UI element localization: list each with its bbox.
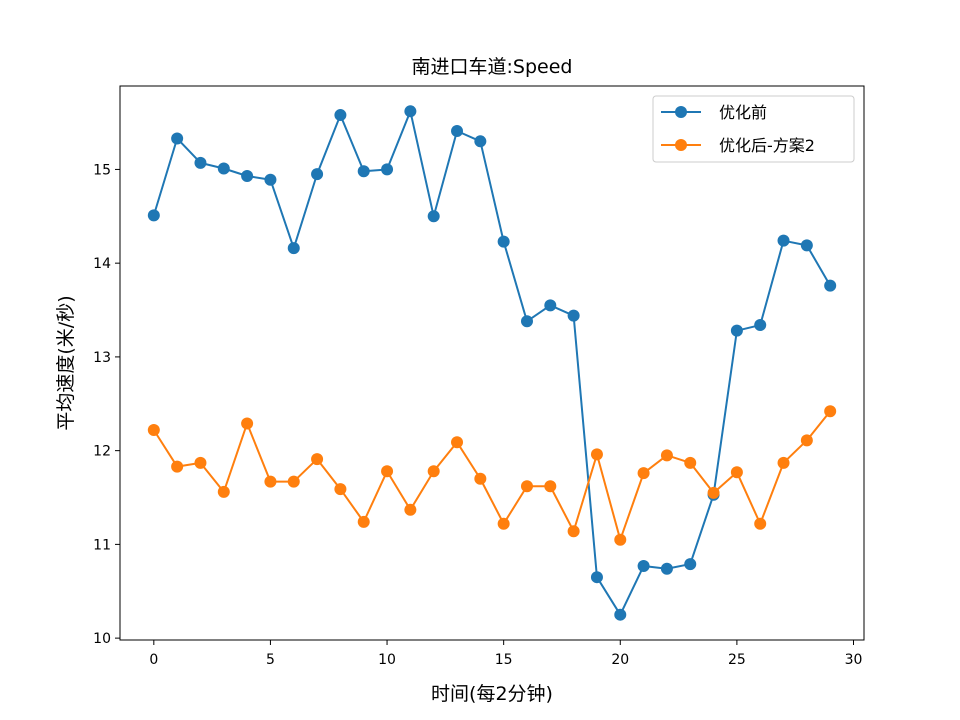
- series-2-point: [707, 486, 720, 499]
- series-2-point: [311, 453, 324, 466]
- series-1-point: [404, 105, 417, 118]
- series-2-point: [334, 483, 347, 496]
- series-1-point: [590, 571, 603, 584]
- series-2-point: [264, 475, 277, 488]
- series-1-point: [264, 173, 277, 186]
- series-2-point: [194, 456, 207, 469]
- legend-label-2: 优化后-方案2: [719, 136, 815, 155]
- series-2-point: [427, 465, 440, 478]
- series-1-point: [637, 559, 650, 572]
- series-2-point: [637, 467, 650, 480]
- series-2-point: [497, 517, 510, 530]
- series-2-point: [451, 436, 464, 449]
- series-layer: [147, 105, 837, 621]
- series-1-point: [824, 279, 837, 292]
- x-tick-label: 20: [611, 652, 629, 668]
- series-2-point: [754, 517, 767, 530]
- series-1-point: [497, 235, 510, 248]
- series-2-point: [660, 449, 673, 462]
- series-2-point: [590, 448, 603, 461]
- series-1-point: [287, 242, 300, 255]
- x-axis-label: 时间(每2分钟): [431, 683, 553, 705]
- series-1-point: [544, 299, 557, 312]
- y-tick-label: 14: [93, 256, 111, 272]
- series-1-point: [684, 558, 697, 571]
- series-1-point: [217, 162, 230, 175]
- x-tick-label: 10: [378, 652, 396, 668]
- legend-marker-1: [675, 106, 687, 118]
- legend-label-1: 优化前: [719, 103, 767, 122]
- series-2-point: [404, 503, 417, 516]
- series-2-point: [357, 515, 370, 528]
- y-tick-label: 10: [93, 631, 111, 647]
- series-2-point: [474, 472, 487, 485]
- series-2-point: [217, 485, 230, 498]
- series-1-point: [194, 156, 207, 169]
- series-1-point: [311, 168, 324, 181]
- series-2-point: [567, 525, 580, 538]
- series-1-point: [800, 239, 813, 252]
- series-1-point: [334, 109, 347, 122]
- series-1-point: [427, 210, 440, 223]
- y-axis-label: 平均速度(米/秒): [55, 295, 77, 430]
- y-tick-label: 11: [93, 537, 111, 553]
- series-1-point: [567, 309, 580, 322]
- y-tick-label: 13: [93, 350, 111, 366]
- series-1-point: [241, 169, 254, 182]
- series-2-point: [287, 475, 300, 488]
- series-2-point: [614, 533, 627, 546]
- series-1-point: [451, 124, 464, 137]
- series-2-point: [730, 466, 743, 479]
- series-2-point: [800, 434, 813, 447]
- series-2-point: [824, 405, 837, 418]
- series-1-point: [730, 324, 743, 337]
- series-1-point: [777, 234, 790, 247]
- series-2-point: [520, 480, 533, 493]
- x-tick-label: 0: [149, 652, 158, 668]
- series-1-point: [614, 608, 627, 621]
- y-tick-label: 15: [93, 162, 111, 178]
- y-axis-ticks: 10 11 12 13 14 15: [93, 162, 120, 647]
- x-axis-ticks: 0 5 10 15 20 25 30: [149, 640, 862, 668]
- series-1-point: [754, 319, 767, 332]
- x-tick-label: 5: [266, 652, 275, 668]
- series-1-point: [171, 132, 184, 145]
- series-1-point: [474, 135, 487, 148]
- series-2-point: [241, 417, 254, 430]
- chart-title: 南进口车道:Speed: [412, 56, 573, 78]
- legend-box: [652, 95, 855, 163]
- series-1-point: [357, 165, 370, 178]
- x-tick-label: 25: [728, 652, 746, 668]
- series-2-point: [777, 456, 790, 469]
- x-tick-label: 30: [845, 652, 863, 668]
- series-2-point: [171, 460, 184, 473]
- series-2-point: [381, 465, 394, 478]
- series-1-point: [147, 209, 160, 222]
- plot-frame: [119, 85, 865, 641]
- series-1-point: [381, 163, 394, 176]
- series-2-point: [544, 480, 557, 493]
- series-2-point: [147, 424, 160, 437]
- x-tick-label: 15: [495, 652, 513, 668]
- series-2-point: [684, 456, 697, 469]
- legend-marker-2: [675, 139, 687, 151]
- y-tick-label: 12: [93, 444, 111, 460]
- series-1-point: [660, 562, 673, 575]
- series-1-point: [520, 315, 533, 328]
